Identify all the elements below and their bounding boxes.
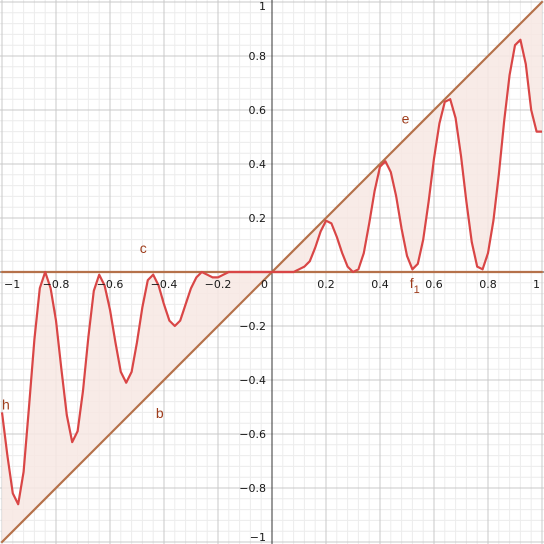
x-tick-label: 1 bbox=[533, 278, 540, 291]
y-tick-label: −1 bbox=[250, 531, 266, 544]
x-tick-label: 0.8 bbox=[479, 278, 497, 291]
y-tick-label: 1 bbox=[259, 0, 266, 13]
x-tick-label: −0.6 bbox=[97, 278, 124, 291]
y-tick-label: −0.8 bbox=[239, 482, 266, 495]
x-tick-label: −1 bbox=[4, 278, 20, 291]
y-tick-label: 0.6 bbox=[249, 104, 267, 117]
y-tick-label: 0.4 bbox=[249, 158, 267, 171]
label-b: b bbox=[156, 405, 164, 421]
y-tick-label: −0.4 bbox=[239, 374, 266, 387]
x-tick-label: −0.8 bbox=[43, 278, 70, 291]
label-h: h bbox=[2, 397, 10, 413]
y-tick-label: 0.8 bbox=[249, 50, 267, 63]
label-e: e bbox=[402, 111, 410, 127]
x-tick-label: 0.4 bbox=[371, 278, 389, 291]
x-tick-label: 0.6 bbox=[425, 278, 443, 291]
x-tick-label: −0.4 bbox=[151, 278, 178, 291]
x-tick-label: 0.2 bbox=[317, 278, 335, 291]
x-tick-label: 0 bbox=[261, 278, 268, 291]
label-c: c bbox=[140, 240, 147, 256]
x-tick-label: −0.2 bbox=[205, 278, 232, 291]
y-tick-label: −0.2 bbox=[239, 320, 266, 333]
y-tick-label: −0.6 bbox=[239, 428, 266, 441]
y-tick-label: 0.2 bbox=[249, 212, 267, 225]
